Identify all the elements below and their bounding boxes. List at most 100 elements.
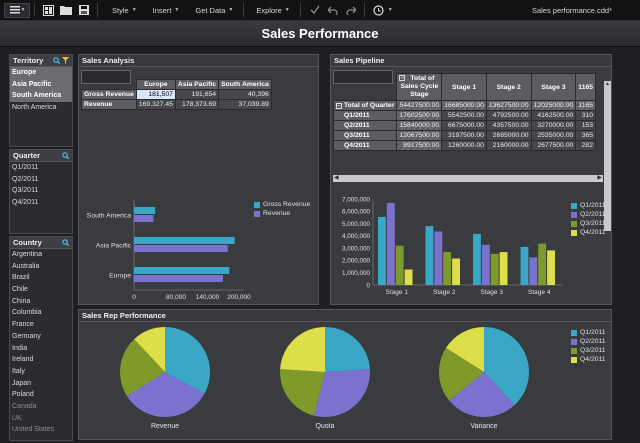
table-cell[interactable]: 16685000.00 — [441, 100, 487, 111]
territory-item[interactable]: South America — [10, 90, 72, 103]
table-cell[interactable]: 15840000.00 — [396, 120, 443, 131]
app-menu-button[interactable]: ▼ — [4, 2, 30, 18]
folder-icon[interactable] — [60, 4, 72, 16]
row-header[interactable]: Revenue — [81, 99, 137, 110]
quarter-item[interactable]: Q4/2011 — [12, 199, 39, 207]
column-header[interactable]: − Total of Sales Cycle Stage — [396, 73, 443, 101]
country-item[interactable]: Canada — [12, 402, 37, 410]
table-cell[interactable]: 181,507 — [135, 89, 176, 100]
dashboard-icon[interactable] — [42, 4, 54, 16]
table-cell[interactable]: 169,327.45 — [135, 99, 176, 110]
quarter-item[interactable]: Q2/2011 — [12, 175, 39, 183]
table-cell[interactable]: 282 — [575, 140, 597, 151]
table-cell[interactable]: 2160000.00 — [485, 140, 532, 151]
menu-style[interactable]: Style ▼ — [110, 0, 139, 21]
legend-item[interactable]: Q4/2011 — [571, 228, 606, 237]
row-header[interactable]: Q4/2011 — [332, 140, 398, 151]
quarter-item[interactable]: Q1/2011 — [12, 164, 39, 171]
row-header[interactable]: Gross Revenue — [81, 89, 137, 100]
row-header[interactable]: Q3/2011 — [332, 130, 398, 141]
search-icon[interactable] — [62, 238, 70, 250]
country-item[interactable]: Brazil — [12, 274, 30, 282]
table-cell[interactable]: 12067500.00 — [396, 130, 443, 141]
undo-icon[interactable] — [327, 4, 339, 16]
sales-analysis-bar-chart[interactable]: South America Asia Pacific Europe 0 80,000 14… — [79, 195, 318, 305]
country-item[interactable]: Chile — [12, 286, 28, 294]
table-cell[interactable]: 310 — [575, 110, 597, 121]
column-header[interactable]: South America — [218, 79, 272, 90]
legend-item[interactable]: Q1/2011 — [571, 201, 606, 210]
row-header[interactable]: Q2/2011 — [332, 120, 398, 131]
filter-icon[interactable] — [62, 56, 69, 68]
table-cell[interactable]: 12025000.00 — [530, 100, 577, 111]
table-cell[interactable]: 13627500.00 — [485, 100, 532, 111]
column-header[interactable]: Stage 1 — [441, 73, 487, 101]
table-cell[interactable]: 4162500.00 — [530, 110, 577, 121]
table-cell[interactable]: 6675000.00 — [441, 120, 487, 131]
country-item[interactable]: Argentina — [12, 251, 42, 258]
table-cell[interactable]: 2677500.00 — [530, 140, 577, 151]
quarter-item[interactable]: Q3/2011 — [12, 187, 39, 195]
chevron-down-icon[interactable]: ▼ — [387, 7, 393, 13]
legend-item[interactable]: Q3/2011 — [571, 346, 606, 355]
country-item[interactable]: Ireland — [12, 356, 34, 364]
table-cell[interactable]: 54427500.00 — [396, 100, 443, 111]
table-cell[interactable]: 17602500.00 — [396, 110, 443, 121]
table-cell[interactable]: 153 — [575, 120, 597, 131]
legend-item[interactable]: Q4/2011 — [571, 355, 606, 364]
menu-insert[interactable]: Insert ▼ — [151, 0, 182, 21]
menu-get-data[interactable]: Get Data ▼ — [193, 0, 235, 21]
expand-icon[interactable]: − — [399, 75, 406, 81]
column-header[interactable]: 1165 — [575, 73, 597, 101]
territory-item[interactable]: Asia Pacific — [10, 78, 72, 91]
country-item[interactable]: France — [12, 321, 34, 329]
country-item[interactable]: Australia — [12, 262, 40, 270]
country-item[interactable]: UK — [12, 414, 22, 422]
table-cell[interactable]: 40,396 — [218, 89, 272, 100]
row-header[interactable]: Q1/2011 — [332, 110, 398, 121]
checkmark-icon[interactable] — [309, 4, 321, 16]
column-header[interactable]: Asia Pacific — [174, 79, 220, 90]
legend-item[interactable]: Q2/2011 — [571, 337, 606, 346]
table-cell[interactable]: 3197500.00 — [441, 130, 487, 141]
table-cell[interactable]: 1165 — [575, 100, 597, 111]
table-cell[interactable]: 37,039.89 — [218, 99, 272, 110]
legend-item[interactable]: Revenue — [254, 209, 310, 218]
vertical-scrollbar[interactable]: ▲ — [604, 81, 611, 231]
country-item[interactable]: China — [12, 297, 31, 305]
search-icon[interactable] — [53, 56, 61, 68]
country-item[interactable]: Columbia — [12, 309, 42, 317]
horizontal-scrollbar[interactable]: ◀ ▶ — [333, 175, 603, 182]
redo-icon[interactable] — [345, 4, 357, 16]
table-cell[interactable]: 5542500.00 — [441, 110, 487, 121]
table-cell[interactable]: 2535000.00 — [530, 130, 577, 141]
territory-item[interactable]: Europe — [10, 67, 72, 79]
legend-item[interactable]: Q1/2011 — [571, 328, 606, 337]
table-cell[interactable]: 1260000.00 — [441, 140, 487, 151]
table-cell[interactable]: 178,373.69 — [174, 99, 220, 110]
column-header[interactable]: Stage 3 — [530, 73, 577, 101]
save-icon[interactable] — [78, 4, 90, 16]
table-cell[interactable]: 2685000.00 — [485, 130, 532, 141]
column-header[interactable]: Europe — [135, 79, 176, 90]
table-cell[interactable]: 8917500.00 — [396, 140, 443, 151]
legend-item[interactable]: Q2/2011 — [571, 210, 606, 219]
table-cell[interactable]: 4792500.00 — [485, 110, 532, 121]
country-item[interactable]: United States — [12, 426, 55, 434]
scroll-left-icon[interactable]: ◀ — [334, 175, 339, 181]
country-item[interactable]: Japan — [12, 379, 32, 387]
scroll-up-icon[interactable]: ▲ — [605, 81, 610, 87]
sales-pipeline-bar-chart[interactable]: 0 1,000,000 2,000,000 3,000,000 4,000,000 5,0… — [331, 193, 611, 303]
country-item[interactable]: Poland — [12, 391, 34, 399]
territory-item[interactable]: North America — [12, 104, 57, 112]
scroll-right-icon[interactable]: ▶ — [597, 175, 602, 181]
row-header[interactable]: − Total of Quarter — [332, 100, 398, 111]
table-cell[interactable]: 365 — [575, 130, 597, 141]
menu-explore[interactable]: Explore ▼ — [254, 0, 291, 21]
country-item[interactable]: Italy — [12, 367, 25, 375]
table-cell[interactable]: 4357500.00 — [485, 120, 532, 131]
sales-rep-pie-charts[interactable]: Revenue Quota Variance — [79, 322, 611, 440]
country-item[interactable]: Germany — [12, 332, 41, 340]
legend-item[interactable]: Gross Revenue — [254, 200, 310, 209]
table-cell[interactable]: 191,654 — [174, 89, 220, 100]
